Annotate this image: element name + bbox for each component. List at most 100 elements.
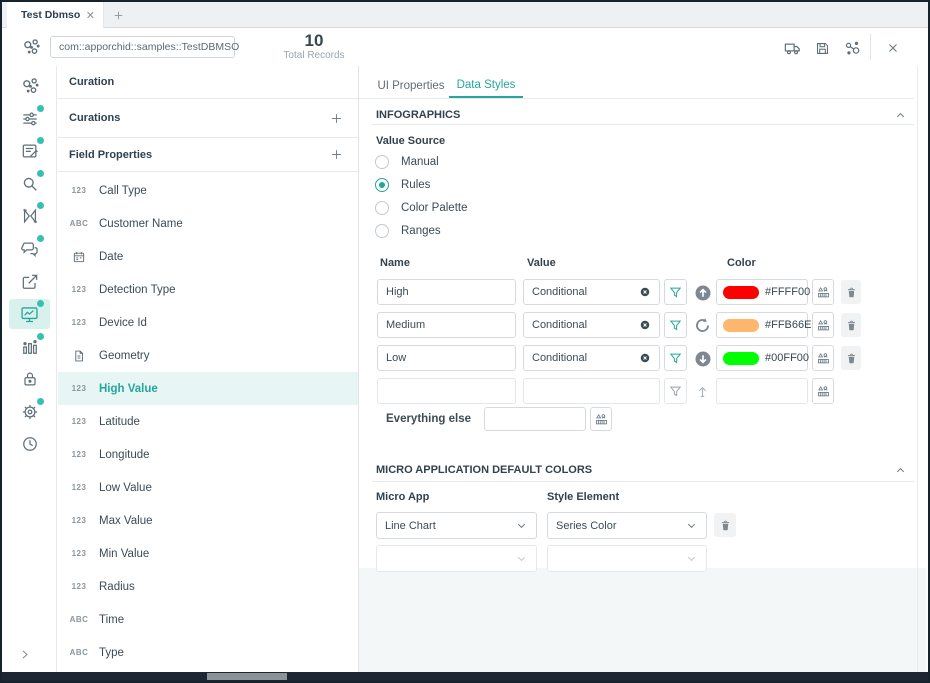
curations-section[interactable]: Curations xyxy=(58,99,358,138)
rule-value-input[interactable]: Conditional xyxy=(523,345,660,371)
sidebar-item-visualization[interactable] xyxy=(9,299,50,329)
tab-close-icon[interactable]: ✕ xyxy=(86,9,95,22)
numeric-type-icon: 123 xyxy=(66,285,92,294)
sidebar-item-security[interactable] xyxy=(9,364,50,394)
color-field[interactable] xyxy=(716,378,808,404)
clear-value-icon[interactable] xyxy=(639,352,651,364)
radio-circle[interactable] xyxy=(375,201,389,215)
delete-micro-color-button[interactable] xyxy=(714,513,736,537)
expand-sidebar-button[interactable] xyxy=(12,642,36,666)
save-button[interactable] xyxy=(810,36,834,60)
filter-button[interactable] xyxy=(664,279,687,305)
sidebar-item-dna[interactable] xyxy=(9,201,50,231)
color-field[interactable]: #FFB66E xyxy=(716,312,808,338)
style-picker-button[interactable] xyxy=(812,345,834,371)
field-row[interactable]: Date xyxy=(58,240,358,273)
style-picker-button[interactable] xyxy=(590,407,612,431)
style-element-select[interactable]: Series Color xyxy=(547,512,707,539)
color-swatch[interactable] xyxy=(723,286,759,299)
color-field[interactable]: #FFFF00 xyxy=(716,279,808,305)
rule-name-input[interactable]: High xyxy=(377,279,516,305)
sidebar-item-analytics[interactable] xyxy=(9,332,50,362)
filter-button[interactable] xyxy=(664,345,687,371)
field-row[interactable]: ABCTime xyxy=(58,603,358,636)
add-field-button[interactable] xyxy=(326,145,346,165)
field-properties-section[interactable]: Field Properties xyxy=(58,138,358,172)
export-button[interactable] xyxy=(780,36,804,60)
radio-manual[interactable]: Manual xyxy=(375,154,439,170)
sidebar-item-forms[interactable] xyxy=(9,136,50,166)
style-picker-button[interactable] xyxy=(812,279,834,305)
radio-ranges[interactable]: Ranges xyxy=(375,223,441,239)
data-model-button[interactable] xyxy=(840,36,864,60)
sidebar-item-settings[interactable] xyxy=(9,397,50,427)
trend-rotate-button[interactable] xyxy=(691,314,714,337)
radio-color-palette[interactable]: Color Palette xyxy=(375,200,467,216)
field-row[interactable]: 123Min Value xyxy=(58,537,358,570)
scrollbar-thumb[interactable] xyxy=(207,673,287,680)
sidebar-item-comments[interactable] xyxy=(9,234,50,264)
close-panel-button[interactable] xyxy=(881,36,905,60)
dataset-id-input[interactable]: com::apporchid::samples::TestDBMSO xyxy=(50,36,235,58)
trash-icon xyxy=(845,319,858,332)
sidebar-item-publish[interactable] xyxy=(9,267,50,297)
section-border xyxy=(372,124,914,125)
field-row[interactable]: ABCType xyxy=(58,636,358,669)
field-row-selected[interactable]: 123High Value xyxy=(58,372,358,405)
field-row[interactable]: 123Detection Type xyxy=(58,273,358,306)
rule-name-input[interactable]: Low xyxy=(377,345,516,371)
radio-circle-selected[interactable] xyxy=(375,178,389,192)
field-row[interactable]: 123Max Value xyxy=(58,504,358,537)
radio-circle[interactable] xyxy=(375,224,389,238)
micro-app-select[interactable] xyxy=(376,545,537,572)
trend-down-button[interactable] xyxy=(691,347,714,370)
sidebar-item-history[interactable] xyxy=(9,429,50,459)
style-picker-button[interactable] xyxy=(812,378,834,404)
tab-test-dbmso[interactable]: Test Dbmso ✕ xyxy=(7,2,104,28)
field-row[interactable]: 123Low Value xyxy=(58,471,358,504)
everything-else-color-input[interactable] xyxy=(484,407,586,431)
collapse-micro-colors-button[interactable] xyxy=(890,462,910,478)
delete-rule-button[interactable] xyxy=(841,346,861,370)
field-row[interactable]: ABCCustomer Name xyxy=(58,207,358,240)
field-row[interactable]: 123Device Id xyxy=(58,306,358,339)
clear-value-icon[interactable] xyxy=(639,286,651,298)
nodes-icon xyxy=(843,39,862,58)
field-row[interactable]: 123Latitude xyxy=(58,405,358,438)
rule-name-input[interactable] xyxy=(377,378,516,404)
delete-rule-button[interactable] xyxy=(841,313,861,337)
radio-rules[interactable]: Rules xyxy=(375,177,430,193)
horizontal-scrollbar[interactable] xyxy=(2,672,928,681)
style-element-select[interactable] xyxy=(547,545,707,572)
trend-select-button[interactable] xyxy=(691,380,714,403)
new-tab-button[interactable] xyxy=(106,2,130,28)
field-row[interactable]: 123Radius xyxy=(58,570,358,603)
rule-name-input[interactable]: Medium xyxy=(377,312,516,338)
field-row[interactable]: Geometry xyxy=(58,339,358,372)
color-swatch[interactable] xyxy=(723,319,759,332)
radio-circle[interactable] xyxy=(375,155,389,169)
rule-value-input[interactable]: Conditional xyxy=(523,312,660,338)
delete-rule-button[interactable] xyxy=(841,280,861,304)
rule-value-input[interactable] xyxy=(523,378,660,404)
clear-value-icon[interactable] xyxy=(639,319,651,331)
filter-button[interactable] xyxy=(664,378,687,404)
color-field[interactable]: #00FF00 xyxy=(716,345,808,371)
color-swatch[interactable] xyxy=(723,352,759,365)
sidebar-item-curation[interactable] xyxy=(9,71,50,101)
rule-value-input[interactable]: Conditional xyxy=(523,279,660,305)
add-curation-button[interactable] xyxy=(326,108,346,128)
field-row[interactable]: 123Longitude xyxy=(58,438,358,471)
micro-app-select[interactable]: Line Chart xyxy=(376,512,537,539)
sidebar-item-pipeline[interactable] xyxy=(9,104,50,134)
style-picker-button[interactable] xyxy=(812,312,834,338)
tab-data-styles[interactable]: Data Styles xyxy=(449,74,523,98)
collapse-infographics-button[interactable] xyxy=(890,107,910,123)
trend-up-button[interactable] xyxy=(691,281,714,304)
filter-button[interactable] xyxy=(664,312,687,338)
scrollbar-track[interactable] xyxy=(917,66,918,672)
field-row[interactable]: 123Call Type xyxy=(58,174,358,207)
tab-ui-properties[interactable]: UI Properties xyxy=(373,74,449,98)
sidebar-item-search[interactable] xyxy=(9,169,50,199)
numeric-type-icon: 123 xyxy=(66,417,92,426)
